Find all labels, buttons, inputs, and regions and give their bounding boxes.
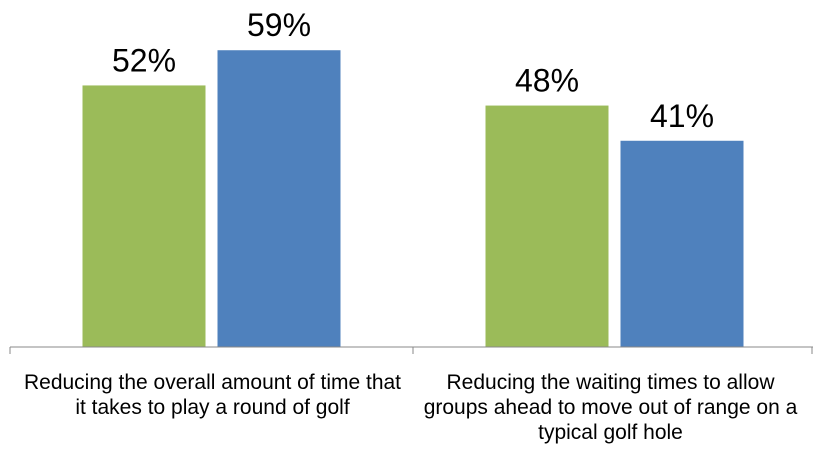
data-labels-group: 52% 59% 48% 41%	[112, 7, 714, 134]
bars-group	[82, 50, 744, 347]
bar-cat1-series2	[217, 50, 341, 347]
category-label-1: Reducing the overall amount of time that…	[23, 371, 402, 419]
data-label-cat1-series2: 59%	[247, 7, 311, 43]
bar-cat2-series1	[485, 105, 609, 347]
data-label-cat1-series1: 52%	[112, 42, 176, 78]
bar-cat1-series1	[82, 85, 206, 347]
category-label-2: Reducing the waiting times to allow grou…	[423, 371, 798, 444]
data-label-cat2-series2: 41%	[650, 98, 714, 134]
bar-cat2-series2	[620, 140, 744, 347]
data-label-cat2-series1: 48%	[515, 63, 579, 99]
